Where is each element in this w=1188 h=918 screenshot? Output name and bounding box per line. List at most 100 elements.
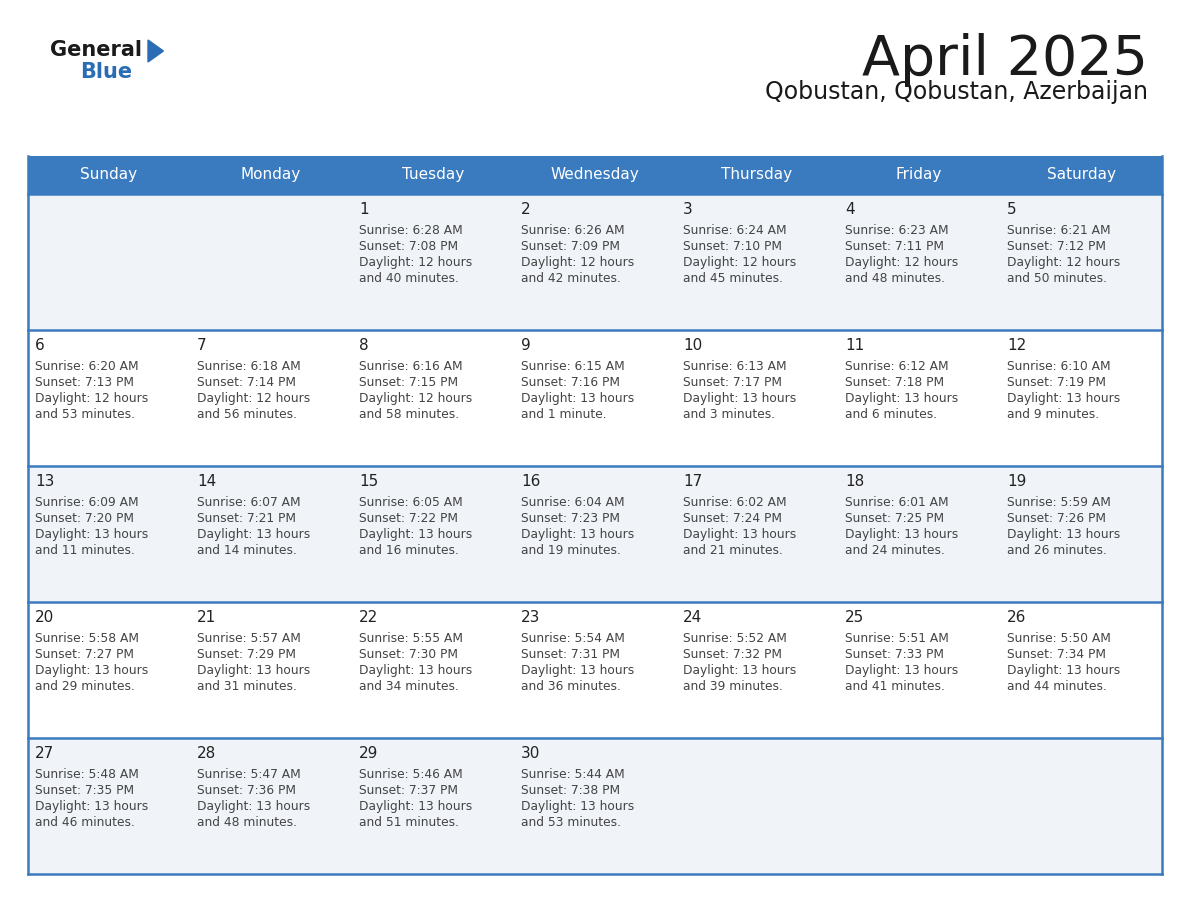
Text: and 40 minutes.: and 40 minutes. [359, 272, 459, 285]
Text: Sunset: 7:30 PM: Sunset: 7:30 PM [359, 648, 459, 661]
Text: Sunset: 7:19 PM: Sunset: 7:19 PM [1007, 376, 1106, 389]
Text: Sunset: 7:37 PM: Sunset: 7:37 PM [359, 784, 459, 797]
Text: Sunrise: 6:10 AM: Sunrise: 6:10 AM [1007, 360, 1111, 373]
Text: and 3 minutes.: and 3 minutes. [683, 408, 775, 421]
Text: Daylight: 13 hours: Daylight: 13 hours [197, 800, 310, 813]
Text: Daylight: 13 hours: Daylight: 13 hours [522, 392, 634, 405]
Text: Sunset: 7:22 PM: Sunset: 7:22 PM [359, 512, 459, 525]
Text: Sunset: 7:26 PM: Sunset: 7:26 PM [1007, 512, 1106, 525]
Text: Monday: Monday [241, 167, 301, 183]
Text: 6: 6 [34, 338, 45, 353]
Text: Daylight: 13 hours: Daylight: 13 hours [845, 528, 959, 541]
Text: Daylight: 13 hours: Daylight: 13 hours [683, 392, 796, 405]
Text: Daylight: 13 hours: Daylight: 13 hours [34, 800, 148, 813]
Text: Sunday: Sunday [81, 167, 138, 183]
Text: and 48 minutes.: and 48 minutes. [197, 816, 297, 829]
Text: Sunset: 7:35 PM: Sunset: 7:35 PM [34, 784, 134, 797]
Text: Daylight: 12 hours: Daylight: 12 hours [1007, 256, 1120, 269]
Text: Sunset: 7:33 PM: Sunset: 7:33 PM [845, 648, 944, 661]
Text: and 1 minute.: and 1 minute. [522, 408, 607, 421]
Text: and 29 minutes.: and 29 minutes. [34, 680, 135, 693]
Text: and 58 minutes.: and 58 minutes. [359, 408, 459, 421]
Text: 12: 12 [1007, 338, 1026, 353]
Text: 14: 14 [197, 474, 216, 489]
Text: and 24 minutes.: and 24 minutes. [845, 544, 944, 557]
Text: Daylight: 13 hours: Daylight: 13 hours [522, 800, 634, 813]
Text: Sunset: 7:12 PM: Sunset: 7:12 PM [1007, 240, 1106, 253]
Text: 19: 19 [1007, 474, 1026, 489]
Text: Wednesday: Wednesday [550, 167, 639, 183]
Text: 1: 1 [359, 202, 368, 217]
Text: Sunset: 7:11 PM: Sunset: 7:11 PM [845, 240, 944, 253]
Text: and 36 minutes.: and 36 minutes. [522, 680, 621, 693]
Text: and 21 minutes.: and 21 minutes. [683, 544, 783, 557]
Text: Daylight: 12 hours: Daylight: 12 hours [34, 392, 148, 405]
Text: Sunrise: 5:57 AM: Sunrise: 5:57 AM [197, 632, 301, 645]
Text: and 34 minutes.: and 34 minutes. [359, 680, 459, 693]
Text: Sunset: 7:15 PM: Sunset: 7:15 PM [359, 376, 459, 389]
Text: Sunrise: 5:47 AM: Sunrise: 5:47 AM [197, 768, 301, 781]
Text: Daylight: 13 hours: Daylight: 13 hours [1007, 664, 1120, 677]
Text: Sunrise: 6:26 AM: Sunrise: 6:26 AM [522, 224, 625, 237]
Text: 7: 7 [197, 338, 207, 353]
Text: 24: 24 [683, 610, 702, 625]
Text: Daylight: 12 hours: Daylight: 12 hours [359, 256, 473, 269]
Text: and 51 minutes.: and 51 minutes. [359, 816, 459, 829]
Text: Thursday: Thursday [721, 167, 792, 183]
Text: and 31 minutes.: and 31 minutes. [197, 680, 297, 693]
Bar [29, 466, 1162, 602]
Text: and 56 minutes.: and 56 minutes. [197, 408, 297, 421]
Text: Daylight: 12 hours: Daylight: 12 hours [197, 392, 310, 405]
Text: General: General [50, 40, 143, 60]
Text: Sunrise: 6:24 AM: Sunrise: 6:24 AM [683, 224, 786, 237]
Text: 5: 5 [1007, 202, 1017, 217]
Bar [29, 602, 1162, 738]
Text: 28: 28 [197, 746, 216, 761]
Text: Sunset: 7:18 PM: Sunset: 7:18 PM [845, 376, 944, 389]
Text: 13: 13 [34, 474, 55, 489]
Text: 26: 26 [1007, 610, 1026, 625]
Text: Daylight: 13 hours: Daylight: 13 hours [359, 664, 473, 677]
Text: and 14 minutes.: and 14 minutes. [197, 544, 297, 557]
Bar [29, 156, 1162, 194]
Text: 22: 22 [359, 610, 378, 625]
Text: and 11 minutes.: and 11 minutes. [34, 544, 135, 557]
Text: 16: 16 [522, 474, 541, 489]
Text: and 48 minutes.: and 48 minutes. [845, 272, 944, 285]
Text: Daylight: 13 hours: Daylight: 13 hours [359, 528, 473, 541]
Text: Sunrise: 6:15 AM: Sunrise: 6:15 AM [522, 360, 625, 373]
Text: and 50 minutes.: and 50 minutes. [1007, 272, 1107, 285]
Text: Daylight: 13 hours: Daylight: 13 hours [359, 800, 473, 813]
Text: 21: 21 [197, 610, 216, 625]
Text: Daylight: 13 hours: Daylight: 13 hours [1007, 528, 1120, 541]
Text: 4: 4 [845, 202, 854, 217]
Text: Sunrise: 6:07 AM: Sunrise: 6:07 AM [197, 496, 301, 509]
Text: Sunrise: 6:02 AM: Sunrise: 6:02 AM [683, 496, 786, 509]
Text: Sunset: 7:14 PM: Sunset: 7:14 PM [197, 376, 296, 389]
Text: Daylight: 13 hours: Daylight: 13 hours [1007, 392, 1120, 405]
Text: Sunrise: 5:58 AM: Sunrise: 5:58 AM [34, 632, 139, 645]
Text: 17: 17 [683, 474, 702, 489]
Text: Sunrise: 6:16 AM: Sunrise: 6:16 AM [359, 360, 462, 373]
Text: Daylight: 13 hours: Daylight: 13 hours [845, 664, 959, 677]
Text: Daylight: 13 hours: Daylight: 13 hours [34, 664, 148, 677]
Text: 23: 23 [522, 610, 541, 625]
Text: Sunrise: 6:23 AM: Sunrise: 6:23 AM [845, 224, 949, 237]
Polygon shape [148, 40, 164, 62]
Text: Daylight: 13 hours: Daylight: 13 hours [522, 528, 634, 541]
Text: Sunset: 7:10 PM: Sunset: 7:10 PM [683, 240, 782, 253]
Text: Sunrise: 6:13 AM: Sunrise: 6:13 AM [683, 360, 786, 373]
Text: Daylight: 13 hours: Daylight: 13 hours [683, 664, 796, 677]
Text: 30: 30 [522, 746, 541, 761]
Text: Sunset: 7:31 PM: Sunset: 7:31 PM [522, 648, 620, 661]
Text: Sunrise: 5:51 AM: Sunrise: 5:51 AM [845, 632, 949, 645]
Text: Daylight: 13 hours: Daylight: 13 hours [197, 664, 310, 677]
Text: Sunset: 7:08 PM: Sunset: 7:08 PM [359, 240, 459, 253]
Text: Sunset: 7:21 PM: Sunset: 7:21 PM [197, 512, 296, 525]
Text: Sunrise: 6:01 AM: Sunrise: 6:01 AM [845, 496, 949, 509]
Text: Sunset: 7:09 PM: Sunset: 7:09 PM [522, 240, 620, 253]
Text: and 53 minutes.: and 53 minutes. [34, 408, 135, 421]
Text: Sunset: 7:27 PM: Sunset: 7:27 PM [34, 648, 134, 661]
Text: and 19 minutes.: and 19 minutes. [522, 544, 621, 557]
Text: Sunset: 7:16 PM: Sunset: 7:16 PM [522, 376, 620, 389]
